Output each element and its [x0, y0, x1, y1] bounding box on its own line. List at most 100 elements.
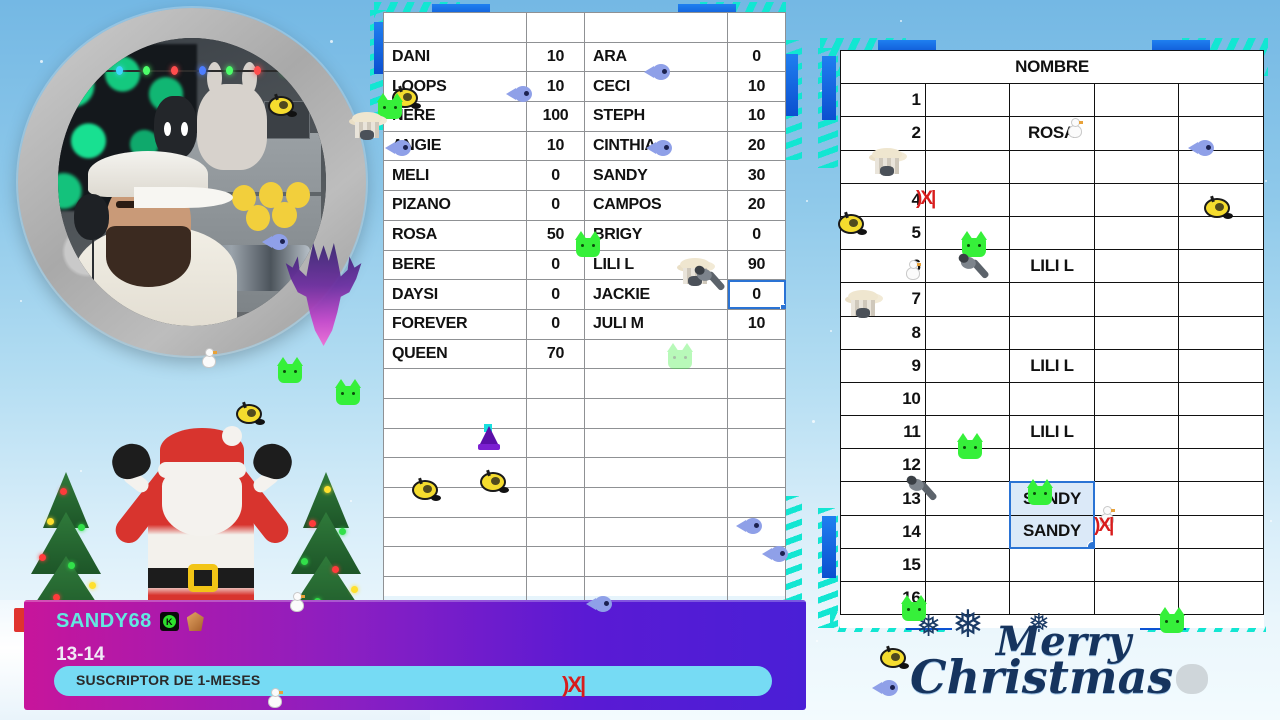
- cell-val2[interactable]: 10: [727, 101, 786, 132]
- table-row[interactable]: NERE 100 STEPH 10: [383, 101, 786, 132]
- cell-name1[interactable]: MELI: [383, 160, 527, 192]
- cell-blank-b[interactable]: [1093, 514, 1180, 549]
- cell-blank-c[interactable]: [1178, 381, 1264, 417]
- cell-name2[interactable]: [584, 338, 728, 370]
- cell-blank-c[interactable]: [1178, 282, 1264, 317]
- table-row[interactable]: 15: [840, 547, 1264, 583]
- selected-cell[interactable]: 0: [727, 279, 786, 310]
- cell-name2[interactable]: [584, 368, 728, 399]
- cell-name2[interactable]: [584, 397, 728, 429]
- cell-blank-b[interactable]: [1093, 282, 1180, 317]
- cell-val1[interactable]: 0: [526, 160, 585, 192]
- row-number[interactable]: 5: [840, 215, 926, 251]
- cell-val2[interactable]: [727, 516, 786, 548]
- cell-blank-a[interactable]: [924, 182, 1011, 217]
- table-row[interactable]: [383, 546, 786, 578]
- cell-blank-b[interactable]: [1093, 315, 1180, 350]
- cell-val1[interactable]: [526, 457, 585, 488]
- table-row[interactable]: ROSA 50 BRIGY 0: [383, 219, 786, 251]
- selected-cell[interactable]: SANDY: [1008, 514, 1096, 550]
- table-row[interactable]: 2 ROSA: [840, 116, 1264, 151]
- left-score-table[interactable]: DANI 10 ARA 0 LOOPS 10 CECI 10 NERE 100 STEPH 10 ANG…: [383, 12, 786, 607]
- cell-nombre[interactable]: [1009, 580, 1095, 616]
- cell-name1[interactable]: [383, 397, 527, 429]
- table-row[interactable]: 12: [840, 448, 1264, 483]
- cell-name2[interactable]: SANDY: [584, 160, 728, 192]
- cell-nombre[interactable]: LILI L: [1009, 415, 1095, 450]
- cell-blank-b[interactable]: [1093, 149, 1180, 184]
- row-number[interactable]: 15: [840, 547, 926, 583]
- cell-blank-b[interactable]: [1093, 381, 1180, 417]
- header-cell[interactable]: [383, 12, 527, 43]
- cell-blank-c[interactable]: [1178, 83, 1264, 118]
- header-cell[interactable]: [727, 12, 786, 43]
- cell-name2[interactable]: [584, 516, 728, 548]
- cell-blank-a[interactable]: [924, 83, 1011, 118]
- cell-nombre[interactable]: [1009, 215, 1095, 251]
- cell-name1[interactable]: [383, 427, 527, 459]
- cell-val1[interactable]: [526, 397, 585, 429]
- header-cell[interactable]: [526, 12, 585, 43]
- cell-nombre[interactable]: [1009, 547, 1095, 583]
- cell-val2[interactable]: 20: [727, 190, 786, 221]
- cell-nombre[interactable]: [1009, 448, 1095, 483]
- cell-blank-c[interactable]: [1178, 580, 1264, 616]
- cell-name2[interactable]: CECI: [584, 71, 728, 103]
- table-row[interactable]: 4: [840, 182, 1264, 217]
- cell-name1[interactable]: [383, 516, 527, 548]
- cell-name1[interactable]: [383, 487, 527, 518]
- table-row[interactable]: [383, 516, 786, 548]
- cell-blank-a[interactable]: [924, 282, 1011, 317]
- table-row[interactable]: 14 SANDY: [840, 514, 1264, 550]
- cell-val2[interactable]: [727, 397, 786, 429]
- cell-val1[interactable]: 10: [526, 130, 585, 162]
- cell-nombre[interactable]: [1009, 149, 1095, 184]
- cell-blank-b[interactable]: [1093, 580, 1180, 616]
- cell-blank-c[interactable]: [1178, 116, 1264, 151]
- cell-val2[interactable]: 90: [727, 249, 786, 281]
- cell-name2[interactable]: [584, 487, 728, 518]
- table-row[interactable]: 16: [840, 580, 1264, 616]
- cell-name2[interactable]: BRIGY: [584, 219, 728, 251]
- cell-blank-c[interactable]: [1178, 514, 1264, 549]
- cell-name1[interactable]: LOOPS: [383, 71, 527, 103]
- cell-val1[interactable]: [526, 368, 585, 399]
- cell-val2[interactable]: [727, 338, 786, 370]
- cell-name1[interactable]: DANI: [383, 41, 527, 73]
- table-row[interactable]: LOOPS 10 CECI 10: [383, 71, 786, 103]
- row-number[interactable]: 1: [840, 83, 926, 118]
- cell-val2[interactable]: 0: [727, 41, 786, 73]
- cell-name2[interactable]: LILI L: [584, 249, 728, 281]
- row-number[interactable]: 10: [840, 381, 926, 417]
- cell-val2[interactable]: [727, 457, 786, 488]
- row-number[interactable]: 7: [840, 282, 926, 317]
- cell-blank-a[interactable]: [924, 116, 1011, 151]
- cell-blank-a[interactable]: [924, 547, 1011, 583]
- cell-blank-c[interactable]: [1178, 249, 1264, 284]
- table-row[interactable]: PIZANO 0 CAMPOS 20: [383, 190, 786, 221]
- cell-name2[interactable]: ARA: [584, 41, 728, 73]
- cell-blank-c[interactable]: [1178, 415, 1264, 450]
- cell-nombre[interactable]: LILI L: [1009, 348, 1095, 383]
- table-row[interactable]: 8: [840, 315, 1264, 350]
- table-row[interactable]: DANI 10 ARA 0: [383, 41, 786, 73]
- table-row[interactable]: [383, 397, 786, 429]
- cell-name2[interactable]: CINTHIA: [584, 130, 728, 162]
- row-number[interactable]: 11: [840, 415, 926, 450]
- table-row[interactable]: [840, 149, 1264, 184]
- cell-name1[interactable]: ANGIE: [383, 130, 527, 162]
- cell-val2[interactable]: [727, 427, 786, 459]
- cell-name2[interactable]: CAMPOS: [584, 190, 728, 221]
- header-cell[interactable]: [584, 12, 728, 43]
- cell-nombre[interactable]: [1009, 182, 1095, 217]
- cell-blank-b[interactable]: [1093, 215, 1180, 251]
- cell-val2[interactable]: 20: [727, 130, 786, 162]
- cell-val1[interactable]: [526, 546, 585, 578]
- table-row[interactable]: MELI 0 SANDY 30: [383, 160, 786, 192]
- cell-name2[interactable]: [584, 427, 728, 459]
- table-row[interactable]: 7: [840, 282, 1264, 317]
- cell-val2[interactable]: [727, 487, 786, 518]
- cell-blank-b[interactable]: [1093, 249, 1180, 284]
- cell-name1[interactable]: PIZANO: [383, 190, 527, 221]
- cell-name2[interactable]: [584, 546, 728, 578]
